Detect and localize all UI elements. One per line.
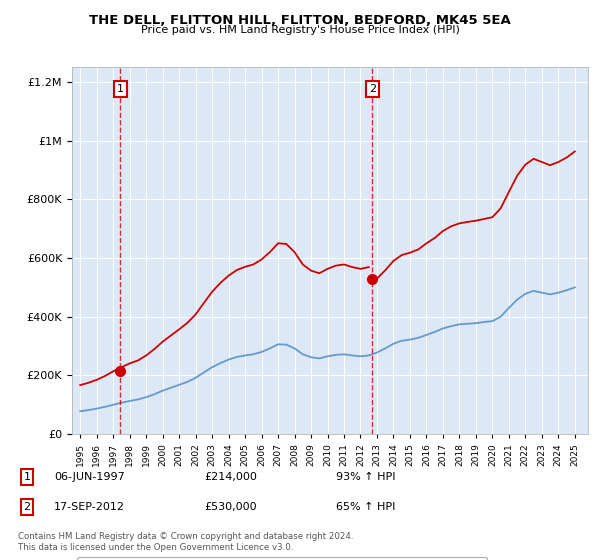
Text: 17-SEP-2012: 17-SEP-2012: [54, 502, 125, 512]
Text: 1: 1: [117, 84, 124, 94]
Text: £214,000: £214,000: [204, 472, 257, 482]
Text: 2: 2: [23, 502, 31, 512]
Text: 65% ↑ HPI: 65% ↑ HPI: [336, 502, 395, 512]
Text: Contains HM Land Registry data © Crown copyright and database right 2024.
This d: Contains HM Land Registry data © Crown c…: [18, 532, 353, 552]
Text: 06-JUN-1997: 06-JUN-1997: [54, 472, 125, 482]
Text: £530,000: £530,000: [204, 502, 257, 512]
Legend: THE DELL, FLITTON HILL, FLITTON, BEDFORD, MK45 5EA (detached house), HPI: Averag: THE DELL, FLITTON HILL, FLITTON, BEDFORD…: [77, 557, 487, 560]
Text: Price paid vs. HM Land Registry's House Price Index (HPI): Price paid vs. HM Land Registry's House …: [140, 25, 460, 35]
Text: 93% ↑ HPI: 93% ↑ HPI: [336, 472, 395, 482]
Text: THE DELL, FLITTON HILL, FLITTON, BEDFORD, MK45 5EA: THE DELL, FLITTON HILL, FLITTON, BEDFORD…: [89, 14, 511, 27]
Text: 2: 2: [369, 84, 376, 94]
Text: 1: 1: [23, 472, 31, 482]
